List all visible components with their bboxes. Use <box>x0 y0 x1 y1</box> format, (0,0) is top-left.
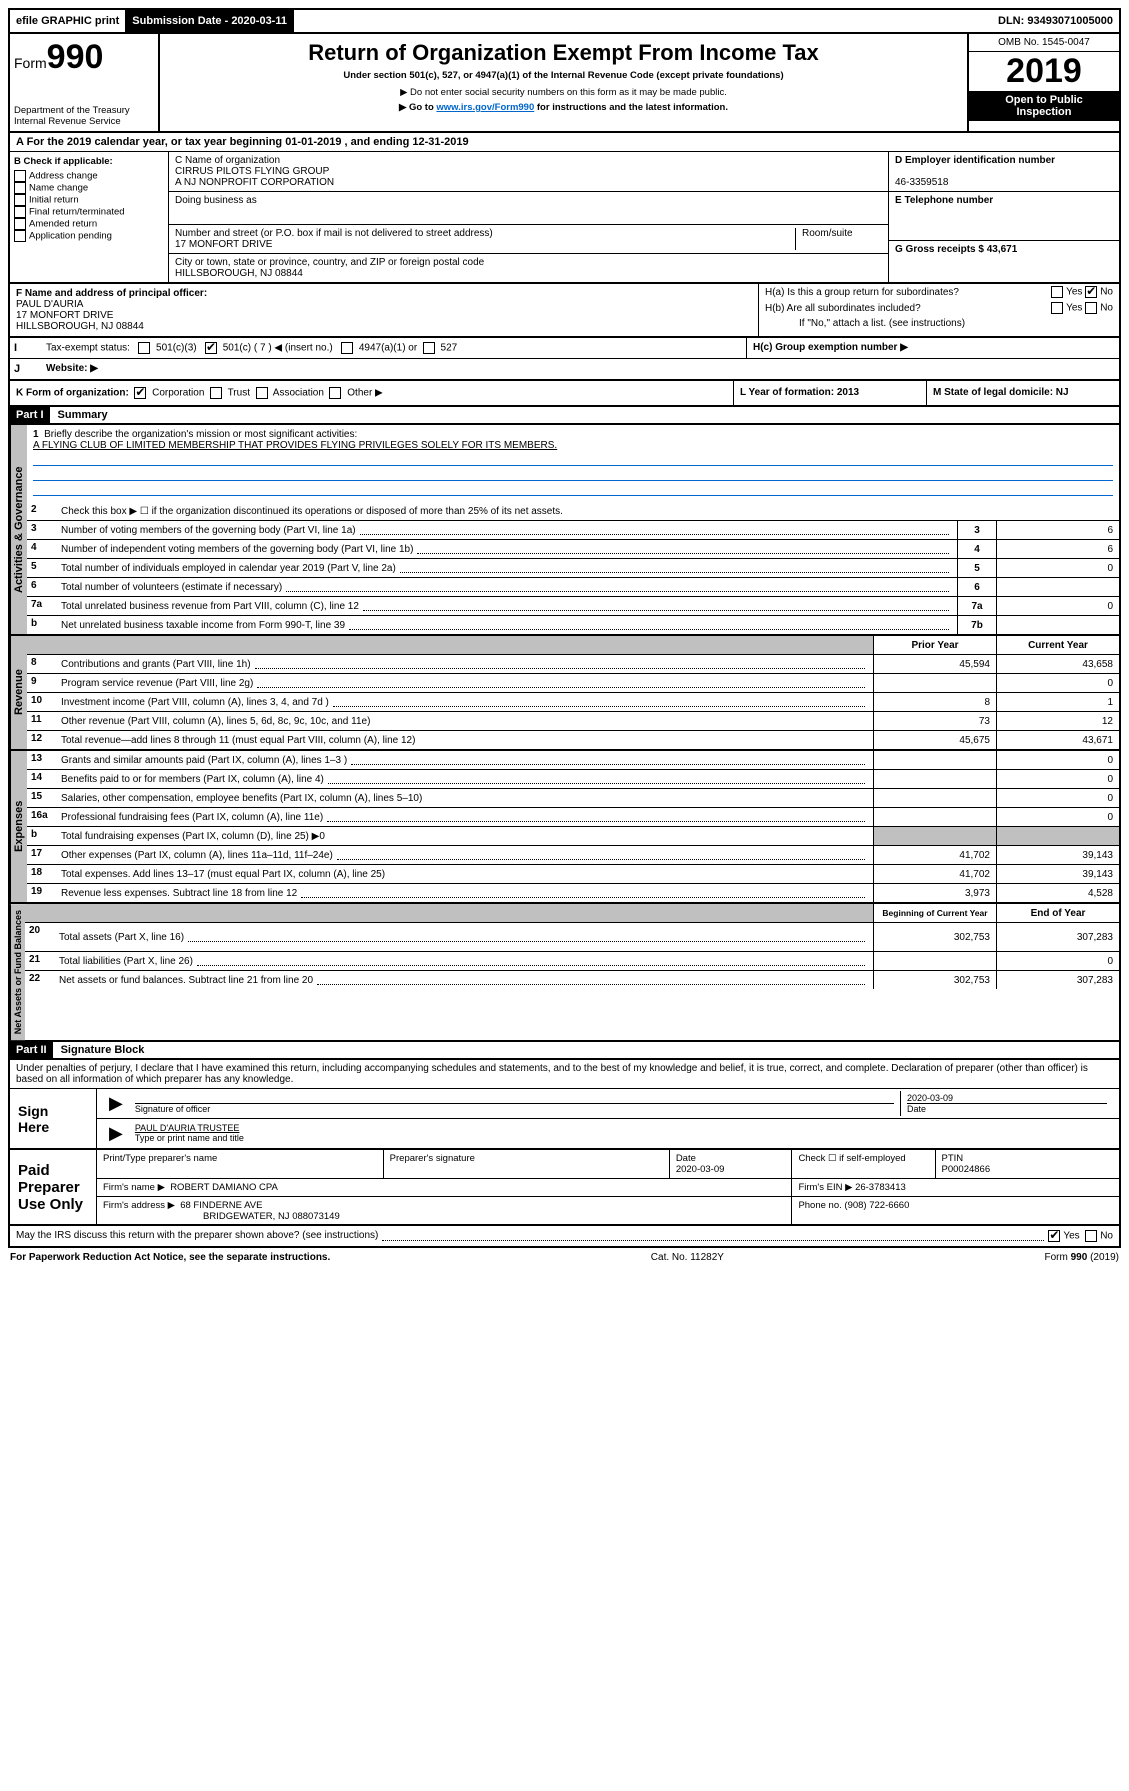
ein-label: D Employer identification number <box>895 155 1055 166</box>
row-i: I Tax-exempt status: 501(c)(3) 501(c) ( … <box>8 338 1121 359</box>
box-c: C Name of organization CIRRUS PILOTS FLY… <box>169 152 888 282</box>
phone-label: E Telephone number <box>895 195 993 206</box>
row-klm: K Form of organization: Corporation Trus… <box>8 381 1121 407</box>
form-header: Form990 Department of the Treasury Inter… <box>8 34 1121 133</box>
box-h: H(a) Is this a group return for subordin… <box>758 284 1119 336</box>
revenue-section: Revenue Prior YearCurrent Year 8Contribu… <box>8 636 1121 751</box>
section-fh: F Name and address of principal officer:… <box>8 284 1121 338</box>
netassets-section: Net Assets or Fund Balances Beginning of… <box>8 904 1121 1042</box>
side-netassets: Net Assets or Fund Balances <box>10 904 25 1040</box>
paid-preparer: PaidPreparerUse Only Print/Type preparer… <box>8 1150 1121 1226</box>
dept-irs: Internal Revenue Service <box>14 116 154 127</box>
expenses-section: Expenses 13Grants and similar amounts pa… <box>8 751 1121 904</box>
perjury-text: Under penalties of perjury, I declare th… <box>8 1060 1121 1089</box>
sign-here: SignHere ▶ Signature of officer 2020-03-… <box>8 1089 1121 1150</box>
tax-year: 2019 <box>969 52 1119 91</box>
form-title: Return of Organization Exempt From Incom… <box>166 40 961 66</box>
section-bcdefg: B Check if applicable: Address change Na… <box>8 152 1121 284</box>
ein-value: 46-3359518 <box>895 177 948 188</box>
governance-section: Activities & Governance 1 Briefly descri… <box>8 425 1121 636</box>
form-ref: Form 990 (2019) <box>1045 1252 1119 1263</box>
part2-header: Part II Signature Block <box>8 1042 1121 1060</box>
box-b: B Check if applicable: Address change Na… <box>10 152 169 282</box>
side-governance: Activities & Governance <box>10 425 27 634</box>
side-revenue: Revenue <box>10 636 27 749</box>
box-f: F Name and address of principal officer:… <box>10 284 758 336</box>
form-number: Form990 <box>14 38 154 77</box>
dln: DLN: 93493071005000 <box>992 10 1119 32</box>
box-hc: H(c) Group exemption number ▶ <box>746 338 1119 358</box>
box-deg: D Employer identification number 46-33595… <box>888 152 1119 282</box>
discuss-row: May the IRS discuss this return with the… <box>8 1226 1121 1248</box>
row-j: J Website: ▶ <box>8 359 1121 381</box>
mission-text: A FLYING CLUB OF LIMITED MEMBERSHIP THAT… <box>33 440 557 451</box>
subtitle: Under section 501(c), 527, or 4947(a)(1)… <box>166 70 961 81</box>
efile-label: efile GRAPHIC print <box>10 10 126 32</box>
dept-treasury: Department of the Treasury <box>14 105 154 116</box>
footer: For Paperwork Reduction Act Notice, see … <box>8 1248 1121 1267</box>
part1-header: Part I Summary <box>8 407 1121 425</box>
top-bar: efile GRAPHIC print Submission Date - 20… <box>8 8 1121 34</box>
omb-number: OMB No. 1545-0047 <box>969 34 1119 52</box>
row-a: A For the 2019 calendar year, or tax yea… <box>8 133 1121 152</box>
irs-link[interactable]: www.irs.gov/Form990 <box>436 102 534 113</box>
side-expenses: Expenses <box>10 751 27 902</box>
open-public: Open to PublicInspection <box>969 91 1119 121</box>
gross-receipts: G Gross receipts $ 43,671 <box>895 244 1017 255</box>
note-link: ▶ Go to www.irs.gov/Form990 for instruct… <box>166 102 961 113</box>
submission-date: Submission Date - 2020-03-11 <box>126 10 294 32</box>
note-ssn: ▶ Do not enter social security numbers o… <box>166 87 961 98</box>
